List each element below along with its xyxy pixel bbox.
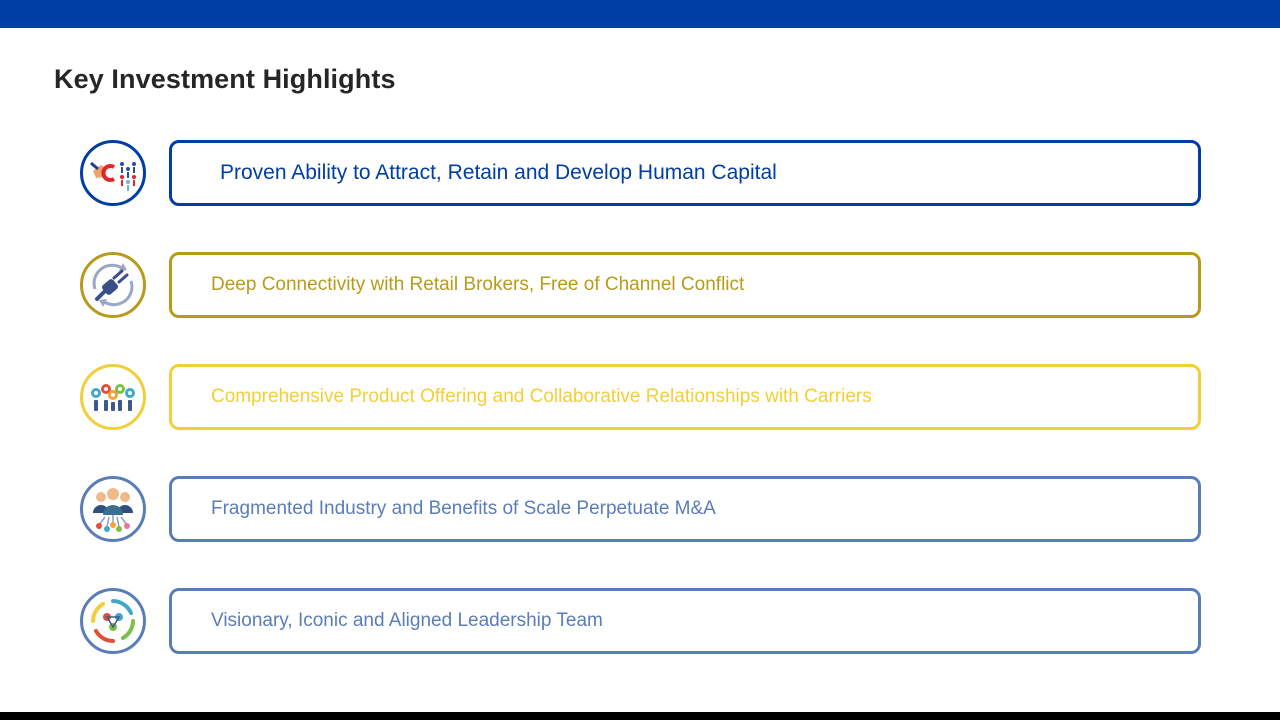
highlight-text: Fragmented Industry and Benefits of Scal… [211, 498, 716, 519]
highlight-text: Deep Connectivity with Retail Brokers, F… [211, 274, 745, 295]
highlight-text: Visionary, Iconic and Aligned Leadership… [211, 610, 603, 631]
highlight-text: Comprehensive Product Offering and Colla… [211, 386, 872, 407]
talent-magnet-icon [80, 140, 146, 206]
highlight-box-human-capital: Proven Ability to Attract, Retain and De… [169, 140, 1201, 206]
highlight-box-m-and-a: Fragmented Industry and Benefits of Scal… [169, 476, 1201, 542]
team-network-icon [80, 476, 146, 542]
top-accent-bar [0, 0, 1280, 28]
highlight-row-m-and-a: Fragmented Industry and Benefits of Scal… [80, 476, 1202, 546]
highlight-row-human-capital: Proven Ability to Attract, Retain and De… [80, 140, 1202, 210]
plug-connection-icon [80, 252, 146, 318]
highlight-row-leadership: Visionary, Iconic and Aligned Leadership… [80, 588, 1202, 658]
highlight-text: Proven Ability to Attract, Retain and De… [220, 161, 777, 184]
highlight-box-leadership: Visionary, Iconic and Aligned Leadership… [169, 588, 1201, 654]
aligned-circle-icon [80, 588, 146, 654]
highlight-box-product-offering: Comprehensive Product Offering and Colla… [169, 364, 1201, 430]
highlight-row-connectivity: Deep Connectivity with Retail Brokers, F… [80, 252, 1202, 322]
gears-collaboration-icon [80, 364, 146, 430]
page-title: Key Investment Highlights [54, 64, 396, 94]
highlight-row-product-offering: Comprehensive Product Offering and Colla… [80, 364, 1202, 434]
bottom-accent-bar [0, 712, 1280, 720]
highlight-box-connectivity: Deep Connectivity with Retail Brokers, F… [169, 252, 1201, 318]
